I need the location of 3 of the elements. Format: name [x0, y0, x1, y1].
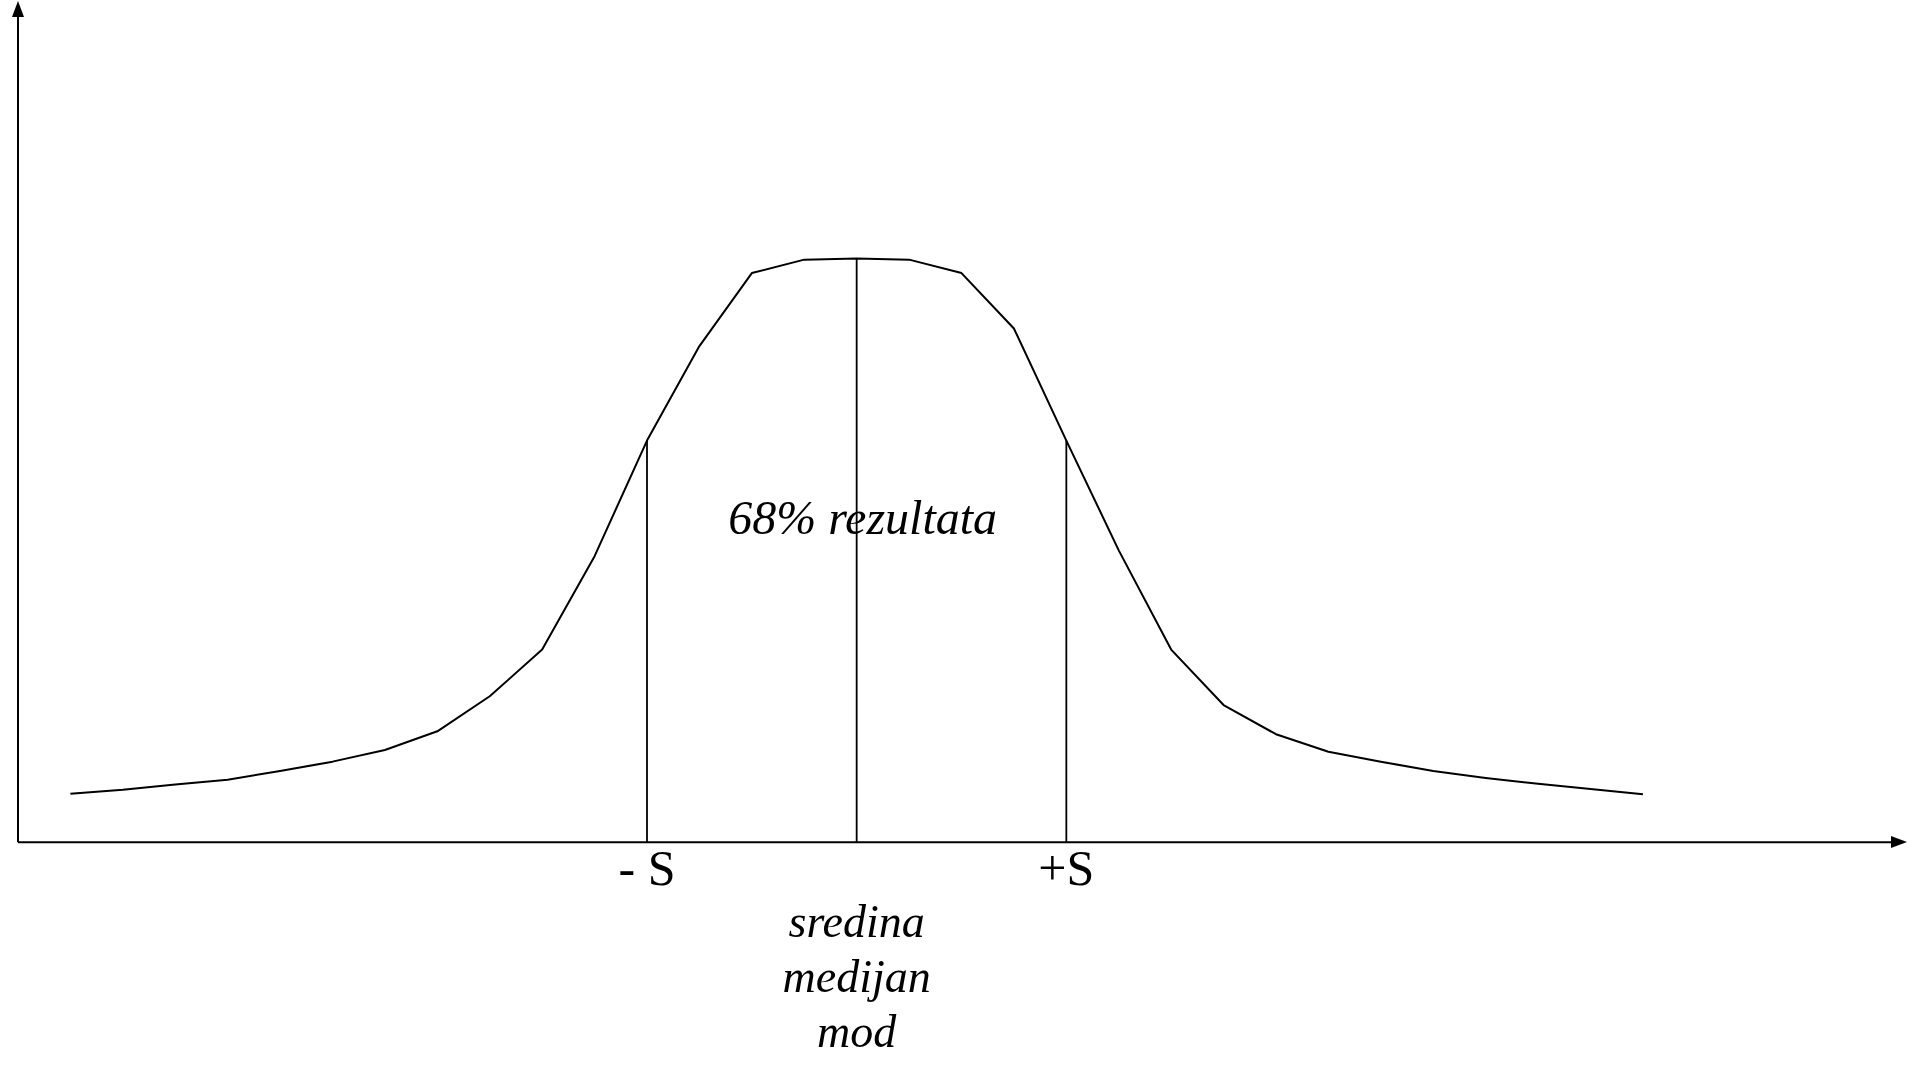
x-tick-label: - S [618, 840, 676, 897]
x-tick-label: +S [1038, 840, 1095, 897]
x-tick-label: sredina medijan mod [782, 896, 931, 1058]
